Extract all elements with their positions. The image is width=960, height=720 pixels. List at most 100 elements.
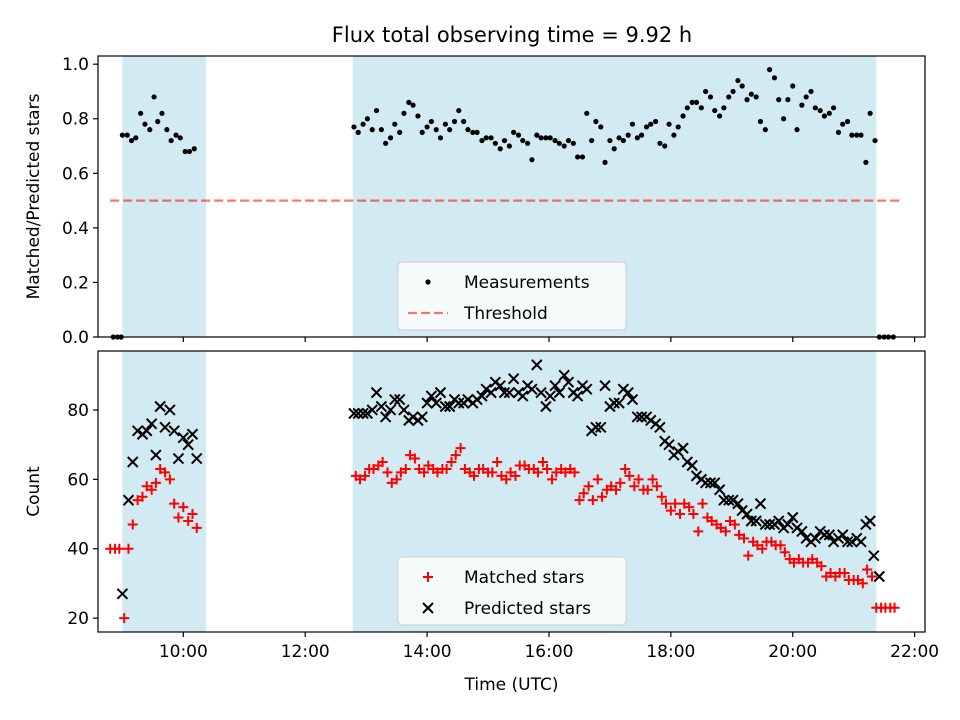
predicted-star-point (782, 518, 794, 531)
measurement-point (845, 118, 851, 125)
matched-star-point (729, 519, 740, 530)
measurement-point (168, 137, 174, 144)
matched-star-point (866, 571, 877, 582)
measurement-point (648, 121, 654, 127)
matched-star-point (150, 477, 161, 488)
measurement-point (447, 127, 453, 133)
measurement-point (415, 113, 421, 119)
y-tick-label: 60 (67, 470, 89, 490)
predicted-star-point (754, 497, 767, 510)
measurement-point (675, 124, 681, 130)
legend-box (397, 556, 627, 626)
measurement-point (474, 129, 480, 135)
measurement-point (748, 91, 754, 97)
measurement-point (465, 127, 471, 133)
measurement-point (602, 159, 608, 165)
matched-star-point (889, 602, 900, 613)
y-axis-label: Matched/Predicted stars (24, 93, 44, 299)
matched-star-point (693, 526, 704, 537)
predicted-star-point (159, 421, 171, 434)
predicted-star-point (704, 477, 717, 489)
matched-star-point (574, 495, 585, 506)
legend-label: Threshold (463, 304, 548, 324)
predicted-star-point (873, 570, 886, 583)
measurement-point (785, 97, 791, 103)
matched-star-point (377, 457, 388, 468)
measurement-point (849, 132, 855, 138)
legend-label: Predicted stars (464, 599, 591, 619)
measurement-point (147, 127, 153, 133)
measurement-point (501, 137, 508, 144)
predicted-star-point (864, 515, 876, 527)
predicted-star-point (164, 404, 176, 416)
matched-star-point (675, 509, 686, 520)
matched-star-point (738, 533, 749, 544)
measurement-point (707, 94, 714, 100)
measurement-point (529, 157, 535, 163)
measurement-point (538, 135, 544, 141)
predicted-star-point (122, 494, 135, 506)
measurement-point (492, 140, 498, 146)
predicted-star-point (677, 442, 689, 454)
predicted-star-point (713, 484, 726, 496)
measurement-point (662, 143, 668, 149)
measurement-point (666, 121, 672, 127)
predicted-star-point (841, 536, 854, 548)
measurement-point (803, 94, 809, 100)
measurement-point (739, 83, 745, 89)
predicted-star-point (375, 400, 388, 413)
predicted-star-point (379, 411, 392, 423)
predicted-star-point (613, 397, 625, 409)
predicted-star-point (709, 477, 721, 489)
predicted-star-point (531, 359, 543, 371)
measurement-point (470, 129, 476, 135)
predicted-star-point (549, 379, 561, 392)
matched-star-point (720, 526, 731, 537)
legend-label: Matched stars (464, 568, 584, 588)
matched-star-point (775, 540, 786, 551)
measurement-point (515, 132, 522, 138)
matched-star-point (611, 484, 622, 495)
legend-marker-measurements (425, 279, 431, 285)
matched-star-point (688, 509, 699, 520)
matched-star-point (450, 450, 461, 461)
predicted-star-point (398, 404, 410, 416)
measurement-point (397, 129, 403, 135)
measurement-point (744, 97, 750, 103)
measurement-point (191, 146, 197, 152)
measurement-point (643, 124, 650, 130)
predicted-star-point (544, 390, 556, 402)
measurement-point (611, 146, 617, 152)
measurement-point (483, 135, 489, 141)
predicted-star-point (503, 386, 516, 399)
matched-star-point (114, 543, 125, 554)
measurement-point (378, 127, 384, 133)
predicted-star-point (517, 390, 529, 402)
measurement-point (442, 121, 448, 127)
measurement-point (456, 107, 462, 114)
x-tick-label: 14:00 (403, 642, 452, 662)
measurement-point (373, 107, 380, 114)
measurement-point (142, 121, 148, 127)
measurement-point (128, 137, 135, 144)
measurement-point (534, 132, 540, 138)
predicted-star-point (686, 459, 698, 472)
y-tick-label: 80 (67, 401, 89, 421)
axes-frame (97, 350, 926, 633)
measurement-point (479, 137, 485, 144)
predicted-star-point (168, 425, 180, 437)
predicted-star-point (425, 390, 438, 402)
y-tick-label: 20 (67, 609, 89, 629)
measurement-point (821, 113, 828, 119)
measurement-point (790, 83, 796, 89)
measurement-point (698, 105, 704, 111)
observing-interval-band (122, 56, 206, 337)
matched-star-point (119, 613, 130, 624)
matched-star-point (656, 491, 667, 502)
matched-star-point (382, 467, 393, 478)
flux-ratio-panel: 0.0 0.2 0.4 0.6 0.8 1.0 Matched/Predicted star… (24, 55, 926, 348)
measurement-point (639, 132, 645, 138)
predicted-star-point (654, 421, 666, 434)
matched-star-point (492, 457, 503, 468)
measurement-point (525, 140, 531, 146)
